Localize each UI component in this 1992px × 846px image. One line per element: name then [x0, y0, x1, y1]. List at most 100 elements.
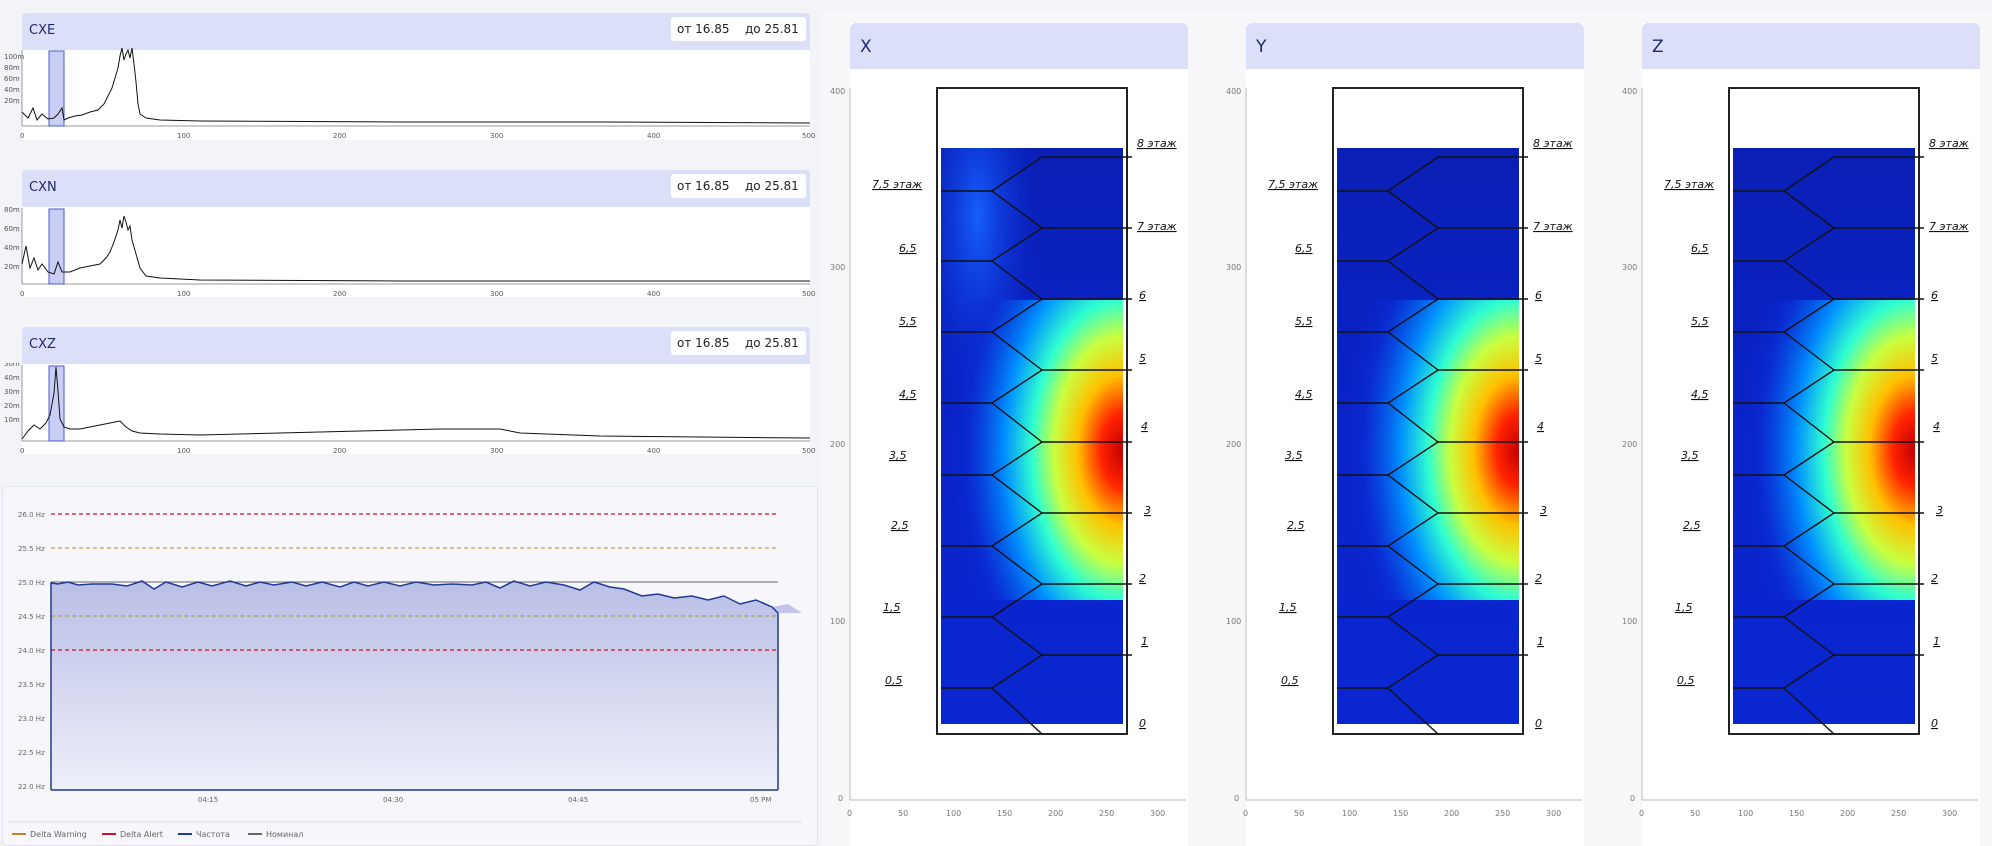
x-tick: 0 — [20, 447, 24, 455]
x-tick: 200 — [333, 290, 346, 298]
y-tick: 100 — [1226, 617, 1241, 626]
y-tick: 300 — [1226, 263, 1241, 272]
spectrum-title: CXE — [29, 23, 56, 38]
x-tick: 400 — [647, 447, 660, 455]
floor-label: 1,5 — [883, 601, 901, 614]
x-tick: 100 — [177, 290, 190, 298]
floor-label: 0,5 — [1281, 674, 1299, 687]
y-tick: 20m — [4, 402, 20, 410]
floor-label: 7 этаж — [1533, 220, 1573, 233]
x-tick: 200 — [1840, 809, 1855, 818]
y-tick: 0 — [1630, 794, 1635, 803]
floor-label: 3 — [1144, 504, 1151, 517]
x-tick: 0 — [1639, 809, 1644, 818]
x-tick: 100 — [177, 132, 190, 140]
range-box[interactable]: от 16.85 до 25.81 — [671, 174, 806, 198]
spectrum-plot-bg — [22, 207, 810, 297]
x-tick: 04:15 — [198, 796, 218, 804]
frequency-line — [50, 580, 779, 614]
legend-label[interactable]: Частота — [196, 830, 230, 839]
y-tick: 25.5 Hz — [18, 545, 45, 553]
x-tick: 04:30 — [383, 796, 403, 804]
floor-lines — [941, 156, 1132, 735]
heatmap-header: Z — [1642, 23, 1980, 69]
x-tick: 200 — [1444, 809, 1459, 818]
heatmap-header: X — [850, 23, 1188, 69]
x-tick: 300 — [1150, 809, 1165, 818]
heatmap-y[interactable]: 400 300 200 100 0 0 50 100 150 200 250 3… — [1218, 70, 1588, 846]
y-tick: 30m — [4, 388, 20, 396]
x-tick: 400 — [647, 290, 660, 298]
floor-label: 4,5 — [1691, 388, 1709, 401]
x-tick: 500 — [802, 290, 815, 298]
x-tick: 200 — [1048, 809, 1063, 818]
y-tick: 24.0 Hz — [18, 647, 45, 655]
x-tick: 0 — [20, 290, 24, 298]
spectrum-panel-cxe: CXE от 16.85 до 25.81 — [22, 13, 810, 148]
frequency-chart[interactable]: 26.0 Hz 25.5 Hz 25.0 Hz 24.5 Hz 24.0 Hz … — [2, 486, 816, 844]
x-tick: 150 — [1393, 809, 1408, 818]
x-tick: 100 — [946, 809, 961, 818]
legend-label[interactable]: Delta Alert — [120, 830, 163, 839]
floor-label: 6,5 — [899, 242, 917, 255]
range-box[interactable]: от 16.85 до 25.81 — [671, 17, 806, 41]
spectrum-title: CXZ — [29, 337, 56, 352]
selection-window[interactable] — [48, 50, 65, 127]
range-to: до 25.81 — [745, 22, 799, 36]
building-frame — [1728, 87, 1920, 735]
x-tick: 250 — [1891, 809, 1906, 818]
heatmap-z[interactable]: 400 300 200 100 0 0 50 100 150 200 250 3… — [1614, 70, 1984, 846]
selection-window[interactable] — [48, 208, 65, 285]
floor-label: 6 — [1139, 289, 1146, 302]
floor-label: 0,5 — [885, 674, 903, 687]
y-tick: 100 — [830, 617, 845, 626]
spectrum-chart-cxz[interactable]: 50m 40m 30m 20m 10m 0 100 200 300 400 50… — [0, 363, 820, 463]
x-tick: 150 — [1789, 809, 1804, 818]
x-tick: 50 — [1690, 809, 1700, 818]
floor-label: 7,5 этаж — [1268, 178, 1318, 191]
x-tick: 0 — [20, 132, 24, 140]
floor-label: 6 — [1535, 289, 1542, 302]
range-box[interactable]: от 16.85 до 25.81 — [671, 331, 806, 355]
spectrum-chart-cxn[interactable]: 80m 60m 40m 20m 0 100 200 300 400 500 — [0, 206, 820, 306]
legend-label[interactable]: Номинал — [266, 830, 303, 839]
x-tick: 250 — [1099, 809, 1114, 818]
selection-window[interactable] — [48, 365, 65, 442]
x-tick: 200 — [333, 132, 346, 140]
floor-label: 2 — [1139, 572, 1146, 585]
floor-label: 5 — [1535, 352, 1542, 365]
floor-label: 6,5 — [1691, 242, 1709, 255]
heat-hotspot — [941, 300, 1123, 600]
y-tick: 200 — [1622, 440, 1637, 449]
spectrum-header: CXZ от 16.85 до 25.81 — [22, 327, 810, 364]
x-tick: 0 — [1243, 809, 1248, 818]
spectrum-plot-bg — [22, 364, 810, 454]
x-tick: 500 — [802, 447, 815, 455]
y-tick: 0 — [1234, 794, 1239, 803]
range-from: от 16.85 — [677, 336, 730, 350]
y-tick: 24.5 Hz — [18, 613, 45, 621]
y-tick: 200 — [1226, 440, 1241, 449]
heat-hotspot — [1337, 300, 1519, 600]
y-tick: 60m — [4, 225, 20, 233]
y-tick: 20m — [4, 263, 20, 271]
y-tick: 200 — [830, 440, 845, 449]
floor-label: 5 — [1139, 352, 1146, 365]
x-tick: 100 — [1342, 809, 1357, 818]
floor-label: 1 — [1933, 635, 1940, 648]
floor-lines — [1733, 156, 1924, 735]
spectrum-chart-cxe[interactable]: 100m 80m 60m 40m 20m 0 100 200 300 400 5… — [0, 48, 820, 148]
floor-label: 3 — [1936, 504, 1943, 517]
y-tick: 80m — [4, 64, 20, 72]
x-tick: 250 — [1495, 809, 1510, 818]
spectrum-title: CXN — [29, 180, 57, 195]
y-tick: 10m — [4, 416, 20, 424]
spectrum-panel-cxn: CXN от 16.85 до 25.81 — [22, 170, 810, 305]
x-tick: 0 — [847, 809, 852, 818]
x-tick: 04:45 — [568, 796, 588, 804]
chart-legend: Delta Warning Delta Alert Частота Номина… — [12, 830, 303, 839]
heatmap-x[interactable]: 400 300 200 100 0 0 50 100 150 200 250 3… — [822, 70, 1192, 846]
range-from: от 16.85 — [677, 179, 730, 193]
legend-label[interactable]: Delta Warning — [30, 830, 87, 839]
range-to: до 25.81 — [745, 336, 799, 350]
